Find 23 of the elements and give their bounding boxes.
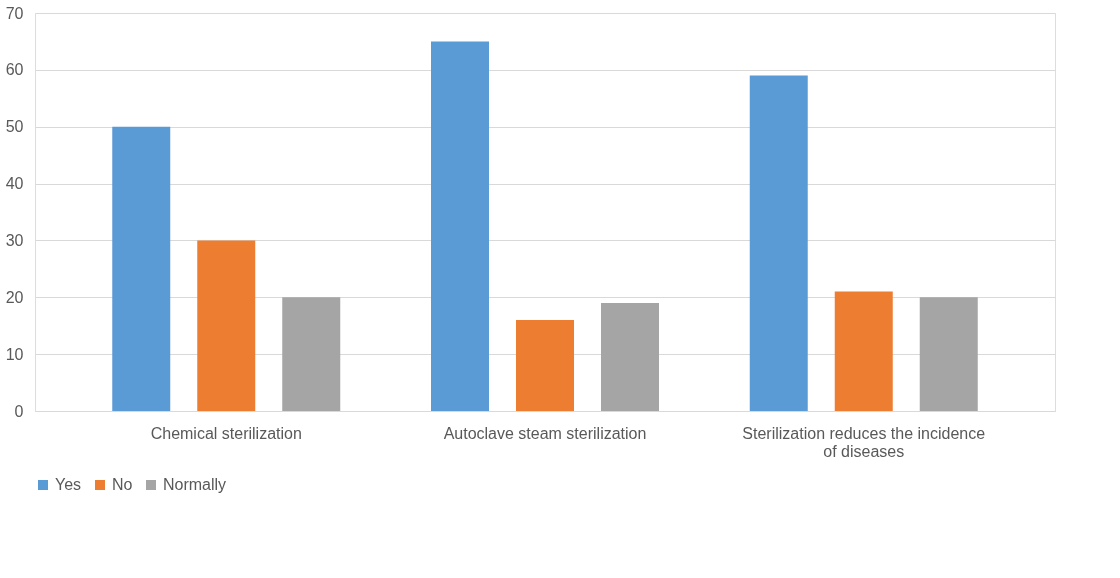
- y-tick-label: 20: [5, 288, 24, 306]
- bar: [749, 75, 808, 411]
- y-tick-label: 10: [5, 345, 24, 363]
- y-tick-label: 0: [14, 402, 24, 420]
- x-tick-label: Sterilization reduces the incidence of diseases: [742, 424, 986, 460]
- bar: [919, 297, 978, 411]
- bar: [601, 302, 659, 411]
- x-tick-label: Chemical sterilization: [150, 424, 302, 442]
- legend-label: Yes: [55, 476, 82, 493]
- bar: [282, 297, 341, 411]
- y-tick-label: 40: [5, 175, 24, 193]
- bar: [197, 240, 256, 411]
- bar: [112, 126, 171, 411]
- y-tick-label: 50: [5, 118, 24, 136]
- y-tick-label: 70: [5, 4, 24, 22]
- bar: [834, 291, 893, 411]
- bar: [516, 320, 574, 411]
- bar: [431, 41, 489, 411]
- y-tick-label: 30: [5, 231, 24, 249]
- legend-label: No: [112, 476, 133, 493]
- legend-label: Normally: [163, 476, 227, 493]
- y-tick-label: 60: [5, 61, 24, 79]
- x-tick-label: Autoclave steam sterilization: [443, 424, 647, 442]
